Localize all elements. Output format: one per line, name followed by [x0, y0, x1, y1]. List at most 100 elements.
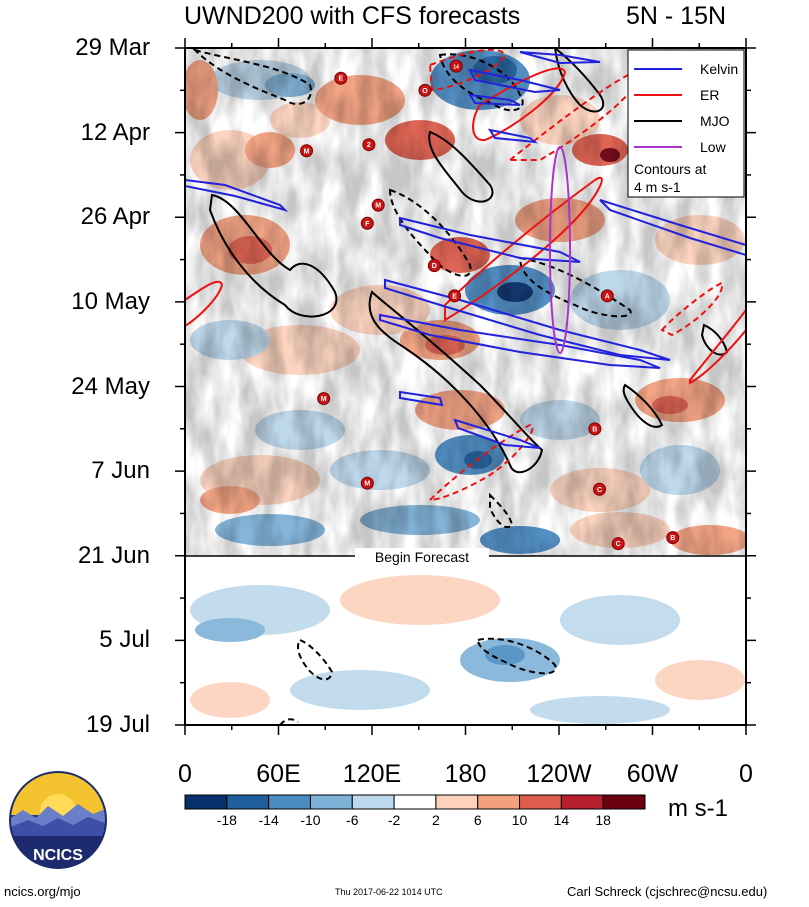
footer-author: Carl Schreck (cjschrec@ncsu.edu)	[567, 884, 768, 899]
storm-label: 14	[453, 65, 459, 71]
y-tick-label: 7 Jun	[91, 457, 150, 485]
colorbar-swatch	[393, 794, 437, 810]
storm-marker: C	[593, 482, 607, 496]
storm-marker: M	[317, 392, 331, 406]
storm-label: M	[304, 148, 310, 155]
chart-region: 5N - 15N	[626, 2, 727, 30]
colorbar-units: m s-1	[668, 795, 728, 822]
storm-label: O	[422, 88, 428, 95]
storm-icon	[427, 259, 441, 273]
storm-marker: C	[611, 537, 625, 551]
legend: Kelvin ER MJO Low Contours at 4 m s-1	[627, 49, 745, 198]
y-tick-label: 5 Jul	[99, 626, 150, 654]
colorbar-label: -2	[387, 812, 401, 828]
footer-url[interactable]: ncics.org/mjo	[4, 884, 81, 899]
colorbar	[184, 794, 646, 810]
legend-note-1: Contours at	[634, 161, 706, 177]
storm-marker: E	[448, 289, 462, 303]
storm-label: B	[592, 426, 597, 433]
storm-label: M	[375, 203, 381, 210]
forecast-label: Begin Forecast	[375, 549, 469, 565]
storm-label: 2	[367, 142, 371, 149]
colorbar-swatch	[477, 794, 521, 810]
colorbar-swatch	[226, 794, 270, 810]
colorbar-swatch	[268, 794, 311, 810]
x-tick-label: 0	[178, 760, 192, 788]
legend-label: ER	[700, 87, 719, 103]
colorbar-swatch	[560, 794, 604, 810]
colorbar-swatch	[435, 794, 479, 810]
colorbar-swatch	[602, 794, 646, 810]
colorbar-swatch	[519, 794, 562, 810]
storm-markers: E O 14 M 2 M F D E A M B M C C B	[300, 59, 680, 551]
storm-icon	[611, 537, 625, 551]
storm-marker: 14	[449, 59, 463, 73]
colorbar-label: 14	[553, 812, 570, 828]
storm-marker: E	[334, 71, 348, 85]
x-tick-label: 180	[444, 760, 487, 788]
storm-icon	[449, 59, 463, 73]
storm-label: M	[364, 481, 370, 488]
footer-timestamp: Thu 2017-06-22 1014 UTC	[335, 887, 443, 897]
y-tick-label: 12 Apr	[80, 118, 150, 146]
mjo-contours	[208, 48, 729, 474]
storm-marker: B	[588, 422, 602, 436]
legend-note-2: 4 m s-1	[634, 179, 681, 195]
colorbar-label: 18	[595, 812, 611, 828]
storm-label: C	[597, 487, 602, 494]
colorbar-label: -14	[258, 812, 279, 828]
storm-label: E	[338, 76, 343, 83]
storm-icon	[593, 482, 607, 496]
y-tick-label: 24 May	[71, 372, 150, 400]
colorbar-label: 10	[511, 812, 528, 828]
storm-icon	[362, 138, 376, 152]
storm-icon	[360, 476, 374, 490]
storm-marker: M	[360, 476, 374, 490]
storm-marker: M	[371, 198, 385, 212]
storm-icon	[666, 531, 680, 545]
storm-label: D	[432, 263, 437, 270]
colorbar-label: -18	[216, 812, 237, 828]
storm-icon	[588, 422, 602, 436]
colorbar-label: 6	[473, 812, 482, 828]
y-tick-label: 29 Mar	[75, 34, 150, 61]
legend-label: MJO	[700, 113, 730, 129]
x-tick-label: 120E	[342, 760, 402, 788]
storm-icon	[600, 289, 614, 303]
colorbar-swatch	[184, 794, 228, 810]
x-tick-label: 0	[739, 760, 753, 788]
chart-title: UWND200 with CFS forecasts	[184, 2, 521, 30]
x-tick-label: 120W	[526, 760, 592, 788]
storm-icon	[418, 83, 432, 97]
ncics-logo: NCICS	[9, 771, 107, 869]
y-tick-label: 19 Jul	[85, 711, 150, 738]
storm-icon	[317, 392, 331, 406]
colorbar-label: 2	[432, 812, 440, 828]
storm-label: A	[605, 293, 610, 300]
storm-marker: 2	[362, 138, 376, 152]
storm-icon	[360, 216, 374, 230]
y-tick-label: 21 Jun	[77, 541, 150, 569]
legend-label: Low	[700, 139, 727, 155]
storm-label: C	[616, 541, 621, 548]
storm-marker: F	[360, 216, 374, 230]
colorbar-swatch	[351, 794, 395, 810]
colorbar-label: -10	[300, 812, 321, 828]
storm-icon	[371, 198, 385, 212]
storm-icon	[300, 144, 314, 158]
storm-label: B	[670, 535, 675, 542]
colorbar-label: -6	[346, 812, 359, 828]
storm-label: M	[321, 396, 327, 403]
logo-text: NCICS	[33, 847, 83, 864]
storm-marker: O	[418, 83, 432, 97]
x-tick-label: 60W	[626, 760, 679, 788]
storm-marker: B	[666, 531, 680, 545]
y-tick-label: 10 May	[71, 287, 150, 315]
storm-icon	[448, 289, 462, 303]
storm-label: E	[452, 293, 457, 300]
storm-label: F	[365, 221, 370, 228]
legend-label: Kelvin	[700, 61, 738, 77]
colorbar-swatch	[309, 794, 353, 810]
x-tick-label: 60E	[256, 760, 301, 788]
